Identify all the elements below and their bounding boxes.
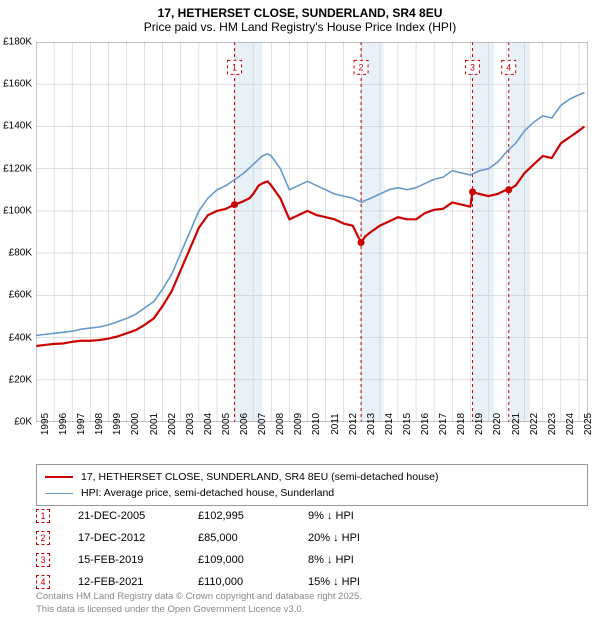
y-tick-label: £100K — [0, 205, 32, 216]
sale-date: 21-DEC-2005 — [78, 510, 198, 522]
title-address: 17, HETHERSET CLOSE, SUNDERLAND, SR4 8EU — [0, 6, 600, 20]
x-tick-label: 2018 — [456, 413, 467, 435]
x-tick-label: 2007 — [257, 413, 268, 435]
x-tick-label: 2016 — [420, 413, 431, 435]
legend-swatch — [45, 476, 73, 478]
sale-date: 12-FEB-2021 — [78, 576, 198, 588]
legend-swatch — [45, 493, 73, 494]
legend-label: HPI: Average price, semi-detached house,… — [81, 487, 334, 499]
sale-marker-box: 3 — [36, 553, 50, 567]
sale-diff: 15% ↓ HPI — [308, 576, 408, 588]
x-axis: 1995199619971998199920002001200220032004… — [36, 424, 588, 460]
y-tick-label: £0K — [0, 417, 32, 428]
x-tick-label: 2017 — [438, 413, 449, 435]
sale-price: £102,995 — [198, 510, 308, 522]
x-tick-label: 2011 — [330, 413, 341, 435]
title-subtitle: Price paid vs. HM Land Registry's House … — [0, 20, 600, 34]
sale-marker-box: 4 — [36, 575, 50, 589]
y-tick-label: £20K — [0, 374, 32, 385]
footer: Contains HM Land Registry data © Crown c… — [36, 591, 362, 616]
sale-row: 4 12-FEB-2021£110,00015% ↓ HPI — [36, 572, 408, 592]
chart-container: 17, HETHERSET CLOSE, SUNDERLAND, SR4 8EU… — [0, 0, 600, 620]
legend-row: HPI: Average price, semi-detached house,… — [45, 485, 579, 501]
sale-price: £109,000 — [198, 554, 308, 566]
x-tick-label: 1997 — [76, 413, 87, 435]
x-tick-label: 2005 — [221, 413, 232, 435]
x-tick-label: 2008 — [275, 413, 286, 435]
sales-table: 1 21-DEC-2005£102,9959% ↓ HPI 2 17-DEC-2012… — [36, 506, 408, 594]
sale-marker-box: 2 — [36, 531, 50, 545]
y-tick-label: £40K — [0, 332, 32, 343]
svg-text:4: 4 — [506, 62, 511, 72]
legend: 17, HETHERSET CLOSE, SUNDERLAND, SR4 8EU… — [36, 464, 588, 506]
sale-date: 17-DEC-2012 — [78, 532, 198, 544]
x-tick-label: 2020 — [492, 413, 503, 435]
legend-row: 17, HETHERSET CLOSE, SUNDERLAND, SR4 8EU… — [45, 469, 579, 485]
x-tick-label: 2009 — [293, 413, 304, 435]
x-tick-label: 2015 — [402, 413, 413, 435]
y-tick-label: £160K — [0, 79, 32, 90]
svg-text:2: 2 — [359, 62, 364, 72]
y-axis: £0K£20K£40K£60K£80K£100K£120K£140K£160K£… — [0, 42, 34, 422]
x-tick-label: 2019 — [474, 413, 485, 435]
sale-row: 1 21-DEC-2005£102,9959% ↓ HPI — [36, 506, 408, 526]
sale-diff: 8% ↓ HPI — [308, 554, 408, 566]
x-tick-label: 2003 — [185, 413, 196, 435]
x-tick-label: 2023 — [547, 413, 558, 435]
sale-marker-box: 1 — [36, 509, 50, 523]
x-tick-label: 2010 — [311, 413, 322, 435]
sale-price: £110,000 — [198, 576, 308, 588]
x-tick-label: 2012 — [348, 413, 359, 435]
y-tick-label: £120K — [0, 163, 32, 174]
footer-line2: This data is licensed under the Open Gov… — [36, 604, 362, 616]
x-tick-label: 2021 — [511, 413, 522, 435]
sale-date: 15-FEB-2019 — [78, 554, 198, 566]
svg-text:1: 1 — [232, 62, 237, 72]
x-tick-label: 2024 — [565, 413, 576, 435]
x-tick-label: 1998 — [94, 413, 105, 435]
title-block: 17, HETHERSET CLOSE, SUNDERLAND, SR4 8EU… — [0, 0, 600, 36]
x-tick-label: 1999 — [112, 413, 123, 435]
x-tick-label: 2014 — [384, 413, 395, 435]
footer-line1: Contains HM Land Registry data © Crown c… — [36, 591, 362, 603]
y-tick-label: £140K — [0, 121, 32, 132]
x-tick-label: 2006 — [239, 413, 250, 435]
sale-diff: 20% ↓ HPI — [308, 532, 408, 544]
x-tick-label: 1996 — [58, 413, 69, 435]
x-tick-label: 1995 — [40, 413, 51, 435]
legend-label: 17, HETHERSET CLOSE, SUNDERLAND, SR4 8EU… — [81, 471, 439, 483]
x-tick-label: 2002 — [167, 413, 178, 435]
x-tick-label: 2000 — [130, 413, 141, 435]
y-tick-label: £180K — [0, 37, 32, 48]
sale-price: £85,000 — [198, 532, 308, 544]
sale-row: 3 15-FEB-2019£109,0008% ↓ HPI — [36, 550, 408, 570]
chart-svg: 1 2 3 4 — [36, 42, 588, 422]
x-tick-label: 2013 — [366, 413, 377, 435]
x-tick-label: 2001 — [149, 413, 160, 435]
sale-row: 2 17-DEC-2012£85,00020% ↓ HPI — [36, 528, 408, 548]
x-tick-label: 2025 — [583, 413, 594, 435]
x-tick-label: 2004 — [203, 413, 214, 435]
x-tick-label: 2022 — [529, 413, 540, 435]
sale-diff: 9% ↓ HPI — [308, 510, 408, 522]
y-tick-label: £60K — [0, 290, 32, 301]
svg-text:3: 3 — [470, 62, 475, 72]
y-tick-label: £80K — [0, 248, 32, 259]
